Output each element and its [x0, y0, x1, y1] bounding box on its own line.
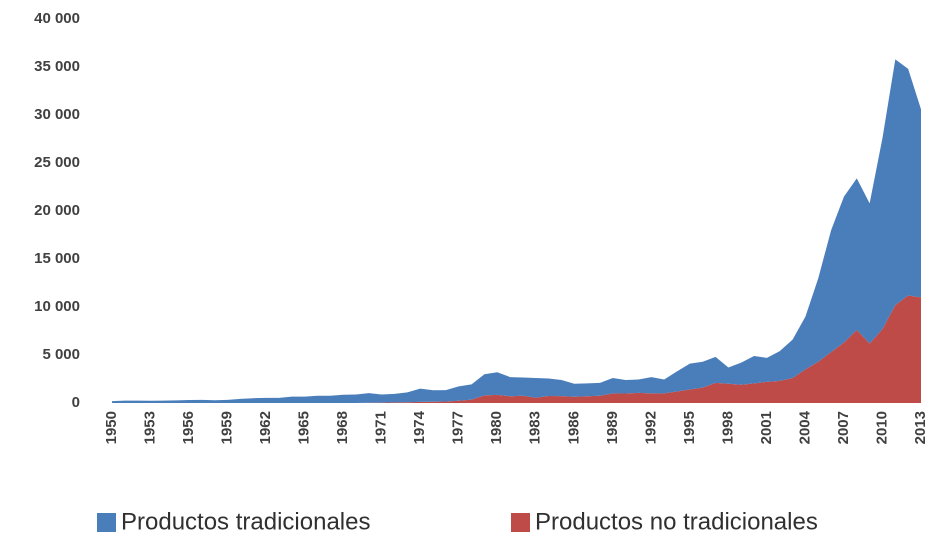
- x-tick-label: 1992: [642, 411, 659, 444]
- x-tick-label: 1986: [565, 411, 582, 444]
- y-tick-label: 35 000: [34, 58, 80, 75]
- x-tick-label: 1962: [257, 411, 274, 444]
- x-tick-label: 1989: [604, 411, 621, 444]
- x-tick-label: 2007: [835, 411, 852, 444]
- legend-swatch: [511, 513, 530, 532]
- legend-swatch: [97, 513, 116, 532]
- x-tick-label: 2013: [912, 411, 929, 444]
- x-tick-label: 1995: [681, 411, 698, 444]
- x-tick-label: 1971: [373, 411, 390, 444]
- x-tick-label: 1974: [411, 410, 428, 444]
- area: [112, 59, 921, 403]
- x-tick-label: 1959: [219, 411, 236, 444]
- x-tick-label: 1980: [488, 411, 505, 444]
- y-tick-label: 30 000: [34, 106, 80, 123]
- x-tick-label: 2010: [873, 411, 890, 444]
- area: [112, 295, 921, 403]
- x-tick-label: 1953: [141, 411, 158, 444]
- legend-label: Productos tradicionales: [121, 508, 370, 535]
- x-tick-label: 1950: [103, 411, 120, 444]
- y-tick-label: 15 000: [34, 250, 80, 267]
- x-tick-label: 1956: [180, 411, 197, 444]
- y-tick-label: 20 000: [34, 202, 80, 219]
- x-tick-label: 2004: [796, 410, 813, 444]
- x-tick-label: 1977: [450, 411, 467, 444]
- y-tick-label: 5 000: [42, 346, 80, 363]
- x-tick-label: 2001: [758, 411, 775, 444]
- x-tick-label: 1998: [719, 411, 736, 444]
- x-tick-label: 1965: [296, 411, 313, 444]
- y-tick-label: 0: [72, 394, 80, 411]
- x-tick-label: 1983: [527, 411, 544, 444]
- y-tick-label: 10 000: [34, 298, 80, 315]
- legend-label: Productos no tradicionales: [535, 508, 818, 535]
- y-tick-label: 40 000: [34, 10, 80, 27]
- y-tick-label: 25 000: [34, 154, 80, 171]
- x-tick-label: 1968: [334, 411, 351, 444]
